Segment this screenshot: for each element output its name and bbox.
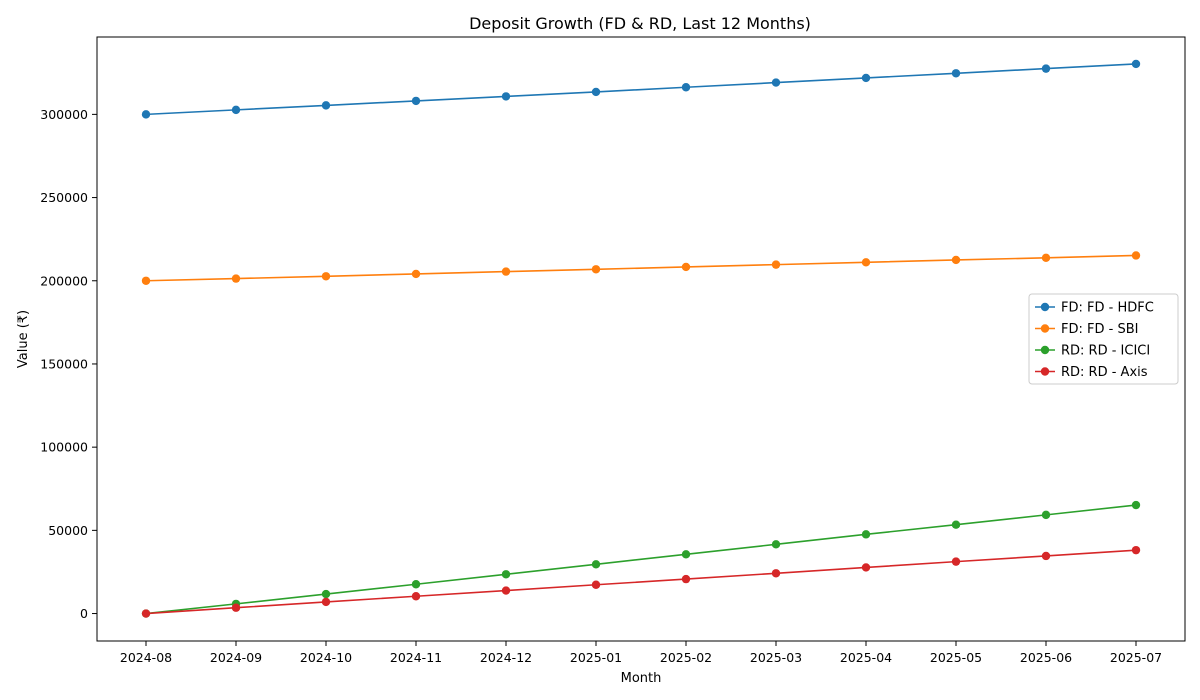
x-tick-label: 2024-08 bbox=[120, 650, 172, 665]
data-point bbox=[231, 603, 241, 612]
data-point bbox=[1041, 551, 1051, 561]
data-point bbox=[681, 83, 691, 92]
series-line bbox=[145, 63, 1137, 116]
y-axis-label: Value (₹) bbox=[16, 310, 31, 368]
data-point bbox=[591, 265, 601, 274]
legend-entry: RD: RD - ICICI bbox=[1061, 344, 1150, 359]
x-tick-label: 2025-06 bbox=[1020, 650, 1072, 665]
data-point bbox=[321, 272, 331, 281]
data-point bbox=[501, 570, 511, 579]
legend-marker bbox=[1040, 324, 1050, 333]
data-point bbox=[861, 530, 871, 539]
data-point bbox=[951, 69, 961, 78]
x-tick-label: 2024-12 bbox=[480, 650, 532, 665]
data-point bbox=[1041, 510, 1051, 520]
data-point bbox=[591, 87, 601, 97]
series-line bbox=[145, 504, 1137, 615]
chart-title: Deposit Growth (FD & RD, Last 12 Months) bbox=[469, 14, 811, 33]
x-tick-label: 2024-10 bbox=[300, 650, 352, 665]
x-tick-label: 2025-07 bbox=[1110, 650, 1162, 665]
x-axis: 2024-08 2024-09 2024-10 2024-11 2024-12 2025-… bbox=[120, 641, 1162, 665]
data-point bbox=[681, 574, 691, 584]
data-point bbox=[771, 260, 781, 269]
data-point bbox=[411, 269, 421, 279]
data-point bbox=[951, 520, 961, 529]
y-tick-label: 0 bbox=[80, 606, 88, 621]
legend-marker bbox=[1040, 367, 1050, 376]
legend-entry: FD: FD - HDFC bbox=[1061, 301, 1154, 316]
data-point bbox=[591, 560, 601, 569]
x-tick-label: 2025-04 bbox=[840, 650, 892, 665]
legend-marker bbox=[1040, 302, 1050, 312]
data-point bbox=[501, 92, 511, 101]
data-point bbox=[141, 276, 151, 285]
x-tick-label: 2024-11 bbox=[390, 650, 442, 665]
legend-marker bbox=[1040, 345, 1050, 355]
plot-frame bbox=[96, 36, 1186, 642]
data-point bbox=[411, 580, 421, 589]
data-point bbox=[681, 550, 691, 559]
data-point bbox=[771, 540, 781, 549]
data-point bbox=[1131, 59, 1141, 69]
data-point bbox=[411, 592, 421, 601]
legend-entry: FD: FD - SBI bbox=[1061, 322, 1138, 337]
y-axis: 0 50000 100000 150000 200000 250000 300000 bbox=[40, 107, 97, 621]
legend: FD: FD - HDFC FD: FD - SBI RD: RD - ICICI R… bbox=[1028, 293, 1179, 385]
x-axis-label: Month bbox=[621, 671, 662, 686]
data-point bbox=[141, 110, 151, 119]
data-point bbox=[861, 563, 871, 572]
data-point bbox=[321, 101, 331, 110]
y-tick-label: 100000 bbox=[40, 440, 88, 455]
plot-area bbox=[141, 59, 1141, 618]
data-point bbox=[141, 609, 151, 618]
data-point bbox=[591, 580, 601, 589]
series-line bbox=[145, 254, 1137, 282]
data-point bbox=[861, 258, 871, 267]
data-point bbox=[321, 589, 331, 599]
legend-entry: RD: RD - Axis bbox=[1061, 365, 1148, 380]
x-tick-label: 2025-05 bbox=[930, 650, 982, 665]
data-point bbox=[951, 255, 961, 265]
data-point bbox=[411, 96, 421, 106]
x-tick-label: 2025-02 bbox=[660, 650, 712, 665]
data-point bbox=[501, 267, 511, 276]
data-point bbox=[1131, 545, 1141, 555]
data-point bbox=[681, 262, 691, 272]
data-point bbox=[231, 105, 241, 115]
data-point bbox=[771, 78, 781, 87]
y-tick-label: 50000 bbox=[48, 523, 88, 538]
data-point bbox=[231, 274, 241, 283]
x-tick-label: 2025-01 bbox=[570, 650, 622, 665]
data-point bbox=[771, 569, 781, 578]
data-point bbox=[951, 557, 961, 566]
data-point bbox=[1131, 251, 1141, 260]
y-tick-label: 150000 bbox=[40, 356, 88, 371]
data-point bbox=[1041, 64, 1051, 73]
y-tick-label: 200000 bbox=[40, 273, 88, 288]
data-point bbox=[321, 597, 331, 607]
data-point bbox=[1131, 500, 1141, 510]
x-tick-label: 2025-03 bbox=[750, 650, 802, 665]
data-point bbox=[1041, 253, 1051, 263]
y-tick-label: 250000 bbox=[40, 190, 88, 205]
series-line bbox=[145, 549, 1137, 615]
data-point bbox=[861, 73, 871, 83]
legend-box bbox=[1028, 293, 1179, 385]
data-point bbox=[501, 586, 511, 595]
y-tick-label: 300000 bbox=[40, 107, 88, 122]
x-tick-label: 2024-09 bbox=[210, 650, 262, 665]
